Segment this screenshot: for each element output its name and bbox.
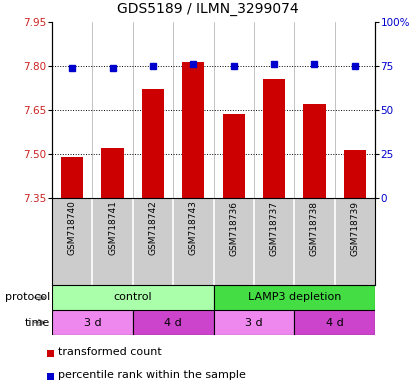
Bar bbox=[222, 114, 245, 198]
Text: GSM718737: GSM718737 bbox=[270, 200, 278, 256]
Bar bbox=[101, 148, 124, 198]
Bar bbox=[142, 89, 164, 198]
Bar bbox=[303, 104, 325, 198]
Text: GSM718738: GSM718738 bbox=[310, 200, 319, 256]
Text: GSM718742: GSM718742 bbox=[149, 200, 157, 255]
Text: GSM718740: GSM718740 bbox=[68, 200, 77, 255]
Text: GSM718739: GSM718739 bbox=[350, 200, 359, 256]
Text: 3 d: 3 d bbox=[83, 318, 101, 328]
Bar bbox=[344, 150, 366, 198]
Text: 3 d: 3 d bbox=[245, 318, 263, 328]
Bar bbox=[47, 350, 54, 357]
Text: 4 d: 4 d bbox=[326, 318, 344, 328]
Text: time: time bbox=[24, 318, 50, 328]
Text: protocol: protocol bbox=[5, 293, 50, 303]
Text: GSM718743: GSM718743 bbox=[189, 200, 198, 255]
Bar bbox=[182, 61, 205, 198]
Bar bbox=[52, 310, 133, 335]
Bar bbox=[263, 79, 285, 198]
Text: 4 d: 4 d bbox=[164, 318, 182, 328]
Bar bbox=[52, 285, 213, 310]
Bar bbox=[133, 310, 213, 335]
Text: GSM718736: GSM718736 bbox=[229, 200, 238, 256]
Bar bbox=[213, 285, 375, 310]
Bar bbox=[61, 157, 83, 198]
Text: GDS5189 / ILMN_3299074: GDS5189 / ILMN_3299074 bbox=[117, 2, 298, 16]
Text: percentile rank within the sample: percentile rank within the sample bbox=[58, 370, 246, 380]
Text: GSM718741: GSM718741 bbox=[108, 200, 117, 255]
Bar bbox=[213, 310, 294, 335]
Text: LAMP3 depletion: LAMP3 depletion bbox=[248, 293, 341, 303]
Bar bbox=[47, 372, 54, 380]
Text: transformed count: transformed count bbox=[58, 347, 162, 357]
Bar bbox=[294, 310, 375, 335]
Text: control: control bbox=[113, 293, 152, 303]
